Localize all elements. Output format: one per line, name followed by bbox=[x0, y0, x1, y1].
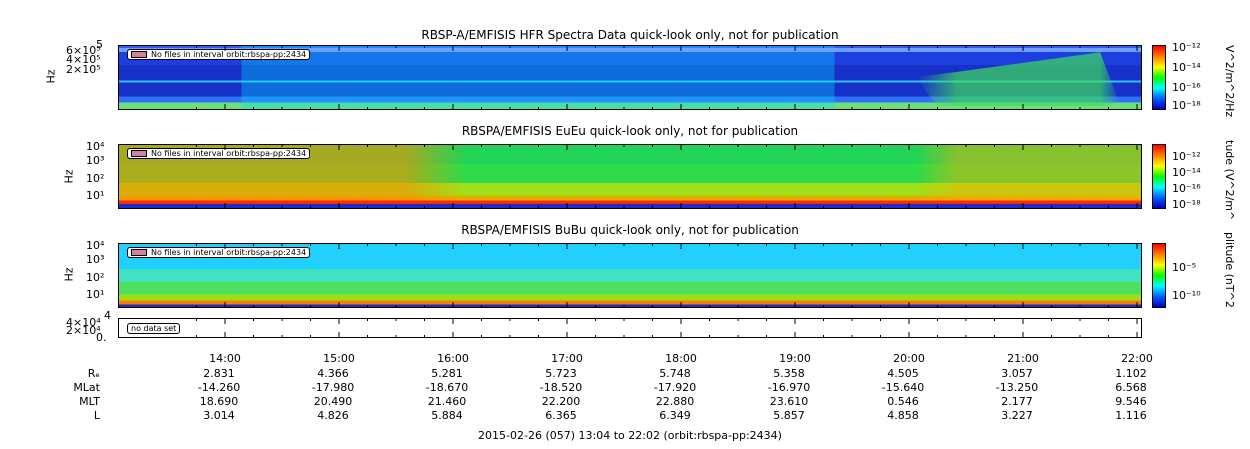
time-tick-label: 19:00 bbox=[779, 352, 811, 365]
ephemeris-row-label: Rₑ bbox=[87, 367, 100, 380]
panel2-cbar-tick: 10⁻¹⁴ bbox=[1172, 166, 1201, 179]
ephemeris-row-label: L bbox=[93, 409, 100, 422]
ephemeris-value: -18.670 bbox=[425, 381, 469, 394]
panel2-status-tag: No files in interval orbit:rbspa-pp:2434 bbox=[127, 148, 311, 159]
ephemeris-value: 3.014 bbox=[203, 409, 235, 422]
panel3-cbar-label: plitude (nT^2 bbox=[1223, 232, 1236, 308]
time-tick-label: 16:00 bbox=[437, 352, 469, 365]
ephemeris-value: 22.200 bbox=[541, 395, 581, 408]
panel1-title: RBSP-A/EMFISIS HFR Spectra Data quick-lo… bbox=[421, 28, 839, 42]
panel2-spectrogram[interactable]: No files in interval orbit:rbspa-pp:2434 bbox=[118, 144, 1142, 209]
panel1-status-tag: No files in interval orbit:rbspa-pp:2434 bbox=[127, 49, 311, 60]
panel3-ytick: 10² bbox=[86, 271, 105, 284]
panel1-ytick: 2×10⁵ bbox=[66, 63, 101, 76]
panel2-ylabel: Hz bbox=[62, 169, 76, 184]
panel4-ytick: 4 bbox=[104, 309, 111, 322]
ephemeris-value: 5.884 bbox=[431, 409, 463, 422]
panel1-spectrogram[interactable]: No files in interval orbit:rbspa-pp:2434 bbox=[118, 45, 1142, 110]
ephemeris-value: -17.980 bbox=[311, 381, 355, 394]
ephemeris-value: 2.177 bbox=[1001, 395, 1033, 408]
ephemeris-value: -17.920 bbox=[653, 381, 697, 394]
panel3-status-tag: No files in interval orbit:rbspa-pp:2434 bbox=[127, 247, 311, 258]
ephemeris-value: 2.831 bbox=[203, 367, 235, 380]
panel1-colorbar bbox=[1152, 45, 1166, 110]
ephemeris-value: 4.505 bbox=[887, 367, 919, 380]
panel2-cbar-tick: 10⁻¹⁸ bbox=[1172, 198, 1201, 211]
ephemeris-value: 5.358 bbox=[773, 367, 805, 380]
panel4-status-tag: no data set bbox=[127, 323, 181, 334]
ephemeris-row-label: MLT bbox=[79, 395, 100, 408]
panel2-cbar-label: tude (V^2/m^ bbox=[1223, 140, 1236, 221]
panel3-cbar-tick: 10⁻⁵ bbox=[1172, 261, 1197, 274]
ephemeris-value: 9.546 bbox=[1115, 395, 1147, 408]
ephemeris-value: 22.880 bbox=[655, 395, 695, 408]
panel2-cbar-tick: 10⁻¹⁶ bbox=[1172, 182, 1201, 195]
ephemeris-value: 6.568 bbox=[1115, 381, 1147, 394]
panel2-title: RBSPA/EMFISIS EuEu quick-look only, not … bbox=[461, 124, 799, 138]
panel3-ytick: 10⁴ bbox=[86, 239, 105, 252]
panel1-cbar-tick: 10⁻¹² bbox=[1172, 41, 1201, 54]
time-tick-label: 15:00 bbox=[323, 352, 355, 365]
ephemeris-value: 18.690 bbox=[199, 395, 239, 408]
ephemeris-value: 4.858 bbox=[887, 409, 919, 422]
ephemeris-value: -18.520 bbox=[539, 381, 583, 394]
ephemeris-row-label: MLat bbox=[73, 381, 100, 394]
panel1-cbar-label: V^2/m^2/Hz bbox=[1223, 45, 1236, 118]
ephemeris-value: -14.260 bbox=[197, 381, 241, 394]
ephemeris-value: 20.490 bbox=[313, 395, 353, 408]
panel4-ytick: 2×10⁴ bbox=[66, 324, 101, 337]
panel1-ytick: 5 bbox=[96, 38, 103, 51]
ephemeris-value: 3.227 bbox=[1001, 409, 1033, 422]
panel2-ytick: 10¹ bbox=[86, 189, 105, 202]
time-range-footer: 2015-02-26 (057) 13:04 to 22:02 (orbit:r… bbox=[478, 429, 782, 442]
ephemeris-value: 23.610 bbox=[769, 395, 809, 408]
panel1-cbar-tick: 10⁻¹⁶ bbox=[1172, 81, 1201, 94]
panel2-ytick: 10⁴ bbox=[86, 140, 105, 153]
panel4-plot[interactable]: no data set bbox=[118, 318, 1142, 338]
panel3-ytick: 10³ bbox=[86, 253, 105, 266]
ephemeris-value: -13.250 bbox=[995, 381, 1039, 394]
ephemeris-value: 6.365 bbox=[545, 409, 577, 422]
status-swatch-icon bbox=[131, 249, 147, 256]
panel3-colorbar bbox=[1152, 243, 1166, 308]
time-tick-label: 22:00 bbox=[1121, 352, 1153, 365]
ephemeris-value: 4.826 bbox=[317, 409, 349, 422]
ephemeris-value: 5.857 bbox=[773, 409, 805, 422]
ephemeris-value: -15.640 bbox=[881, 381, 925, 394]
time-tick-label: 14:00 bbox=[209, 352, 241, 365]
status-swatch-icon bbox=[131, 150, 147, 157]
panel4-ytick: 4×10⁴ bbox=[66, 316, 101, 329]
ephemeris-value: 0.546 bbox=[887, 395, 919, 408]
status-swatch-icon bbox=[131, 51, 147, 58]
ephemeris-value: 6.349 bbox=[659, 409, 691, 422]
panel3-title: RBSPA/EMFISIS BuBu quick-look only, not … bbox=[461, 223, 799, 237]
panel4-ytick: 0. bbox=[96, 331, 107, 344]
panel1-ytick: 4×10⁵ bbox=[66, 53, 101, 66]
ephemeris-value: 21.460 bbox=[427, 395, 467, 408]
panel3-spectrogram[interactable]: No files in interval orbit:rbspa-pp:2434 bbox=[118, 243, 1142, 308]
time-tick-label: 17:00 bbox=[551, 352, 583, 365]
time-tick-label: 18:00 bbox=[665, 352, 697, 365]
panel3-cbar-tick: 10⁻¹⁰ bbox=[1172, 289, 1201, 302]
ephemeris-value: -16.970 bbox=[767, 381, 811, 394]
ephemeris-value: 5.748 bbox=[659, 367, 691, 380]
panel1-cbar-tick: 10⁻¹⁴ bbox=[1172, 61, 1201, 74]
ephemeris-value: 1.116 bbox=[1115, 409, 1147, 422]
panel3-ytick: 10¹ bbox=[86, 288, 105, 301]
ephemeris-value: 3.057 bbox=[1001, 367, 1033, 380]
panel2-cbar-tick: 10⁻¹² bbox=[1172, 150, 1201, 163]
panel2-colorbar bbox=[1152, 144, 1166, 209]
time-tick-label: 21:00 bbox=[1007, 352, 1039, 365]
time-tick-label: 20:00 bbox=[893, 352, 925, 365]
ephemeris-value: 4.366 bbox=[317, 367, 349, 380]
ephemeris-value: 5.723 bbox=[545, 367, 577, 380]
panel1-ytick: 6×10⁵ bbox=[66, 44, 101, 57]
panel1-cbar-tick: 10⁻¹⁸ bbox=[1172, 99, 1201, 112]
panel3-ylabel: Hz bbox=[62, 267, 76, 282]
ephemeris-value: 5.281 bbox=[431, 367, 463, 380]
panel1-ylabel: Hz bbox=[44, 69, 58, 84]
ephemeris-value: 1.102 bbox=[1115, 367, 1147, 380]
panel2-ytick: 10² bbox=[86, 172, 105, 185]
panel2-ytick: 10³ bbox=[86, 154, 105, 167]
